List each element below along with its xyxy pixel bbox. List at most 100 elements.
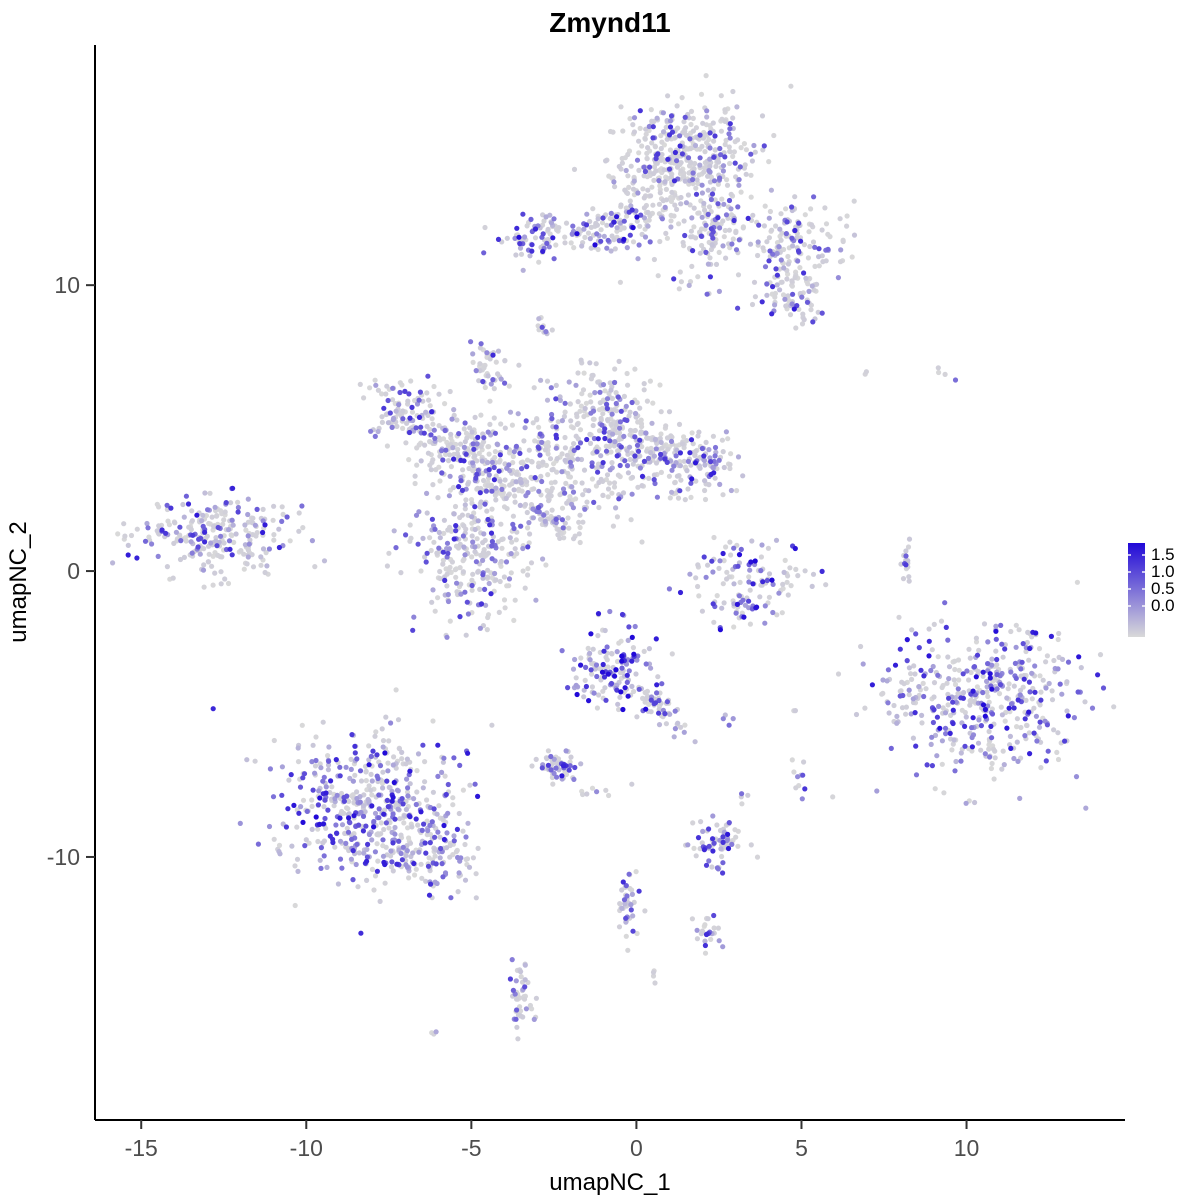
data-point bbox=[908, 671, 914, 677]
data-point bbox=[595, 633, 601, 639]
data-point bbox=[711, 925, 717, 931]
data-point bbox=[748, 172, 754, 178]
data-point bbox=[681, 729, 687, 735]
data-point bbox=[688, 437, 695, 443]
data-point bbox=[693, 191, 700, 197]
data-point bbox=[210, 706, 216, 712]
data-point bbox=[470, 359, 476, 365]
data-point bbox=[621, 225, 627, 231]
data-point bbox=[475, 434, 481, 440]
data-point bbox=[570, 489, 577, 495]
data-point bbox=[713, 163, 719, 169]
data-point bbox=[762, 620, 768, 626]
data-point bbox=[973, 639, 980, 645]
data-point bbox=[611, 407, 617, 413]
data-point bbox=[949, 747, 955, 753]
data-point bbox=[514, 1024, 520, 1030]
data-point bbox=[652, 144, 659, 150]
data-point bbox=[602, 388, 608, 394]
data-point bbox=[333, 822, 339, 828]
data-point bbox=[488, 482, 494, 488]
data-point bbox=[760, 579, 766, 585]
data-point bbox=[980, 669, 986, 675]
data-point bbox=[656, 722, 663, 728]
data-point bbox=[549, 774, 556, 781]
x-axis-label: umapNC_1 bbox=[549, 1169, 670, 1196]
data-point bbox=[1076, 654, 1082, 660]
data-point bbox=[205, 507, 211, 513]
data-point bbox=[390, 840, 396, 846]
data-point bbox=[604, 472, 611, 478]
data-point bbox=[610, 431, 616, 437]
data-point bbox=[380, 837, 386, 843]
data-point bbox=[971, 664, 978, 670]
data-point bbox=[476, 378, 482, 384]
data-point bbox=[690, 115, 696, 121]
data-point bbox=[723, 429, 730, 435]
data-point bbox=[1051, 727, 1057, 733]
data-point bbox=[264, 563, 270, 569]
data-point bbox=[674, 103, 680, 109]
data-point bbox=[636, 150, 642, 156]
data-point bbox=[655, 674, 661, 680]
data-point bbox=[618, 202, 624, 208]
data-point bbox=[1014, 739, 1020, 745]
data-point bbox=[390, 762, 396, 768]
data-point bbox=[693, 185, 699, 191]
data-point bbox=[484, 627, 490, 633]
data-point bbox=[380, 769, 386, 775]
data-point bbox=[777, 226, 783, 232]
data-point bbox=[596, 428, 603, 434]
data-point bbox=[416, 397, 422, 403]
data-point bbox=[482, 586, 488, 593]
data-point bbox=[637, 125, 643, 131]
data-point bbox=[587, 657, 593, 663]
data-point bbox=[646, 169, 652, 175]
data-point bbox=[211, 523, 217, 530]
data-point bbox=[764, 281, 770, 287]
data-point bbox=[183, 493, 189, 499]
data-point bbox=[704, 114, 710, 120]
data-point bbox=[641, 387, 647, 393]
data-point bbox=[489, 488, 495, 494]
data-point bbox=[626, 184, 632, 190]
data-point bbox=[357, 799, 363, 805]
data-point bbox=[366, 831, 372, 838]
data-point bbox=[567, 474, 574, 480]
data-point bbox=[766, 258, 772, 264]
data-point bbox=[690, 820, 696, 826]
data-point bbox=[587, 650, 593, 657]
data-point bbox=[574, 411, 580, 417]
data-point bbox=[440, 874, 446, 880]
data-point bbox=[511, 525, 517, 532]
data-point bbox=[645, 209, 651, 215]
data-point bbox=[911, 663, 917, 669]
data-point bbox=[537, 431, 543, 437]
data-point bbox=[770, 609, 776, 616]
data-point bbox=[604, 396, 611, 402]
data-point bbox=[588, 631, 594, 637]
data-point bbox=[370, 748, 376, 754]
data-point bbox=[428, 881, 434, 887]
data-point bbox=[687, 136, 693, 142]
data-point bbox=[632, 623, 638, 630]
data-point bbox=[989, 760, 995, 767]
data-point bbox=[735, 454, 742, 460]
data-point bbox=[493, 485, 499, 491]
data-point bbox=[445, 591, 451, 598]
data-point bbox=[904, 658, 910, 664]
data-point bbox=[634, 714, 640, 720]
data-point bbox=[692, 460, 699, 466]
data-point bbox=[780, 292, 787, 298]
data-point bbox=[710, 186, 717, 192]
data-point bbox=[624, 463, 631, 469]
data-point bbox=[397, 380, 403, 386]
data-point bbox=[633, 869, 639, 875]
data-point bbox=[897, 646, 903, 652]
data-point bbox=[491, 464, 497, 471]
data-point bbox=[645, 455, 652, 461]
data-point bbox=[1095, 672, 1101, 678]
data-point bbox=[594, 789, 600, 795]
data-point bbox=[627, 885, 633, 892]
data-point bbox=[605, 237, 611, 243]
